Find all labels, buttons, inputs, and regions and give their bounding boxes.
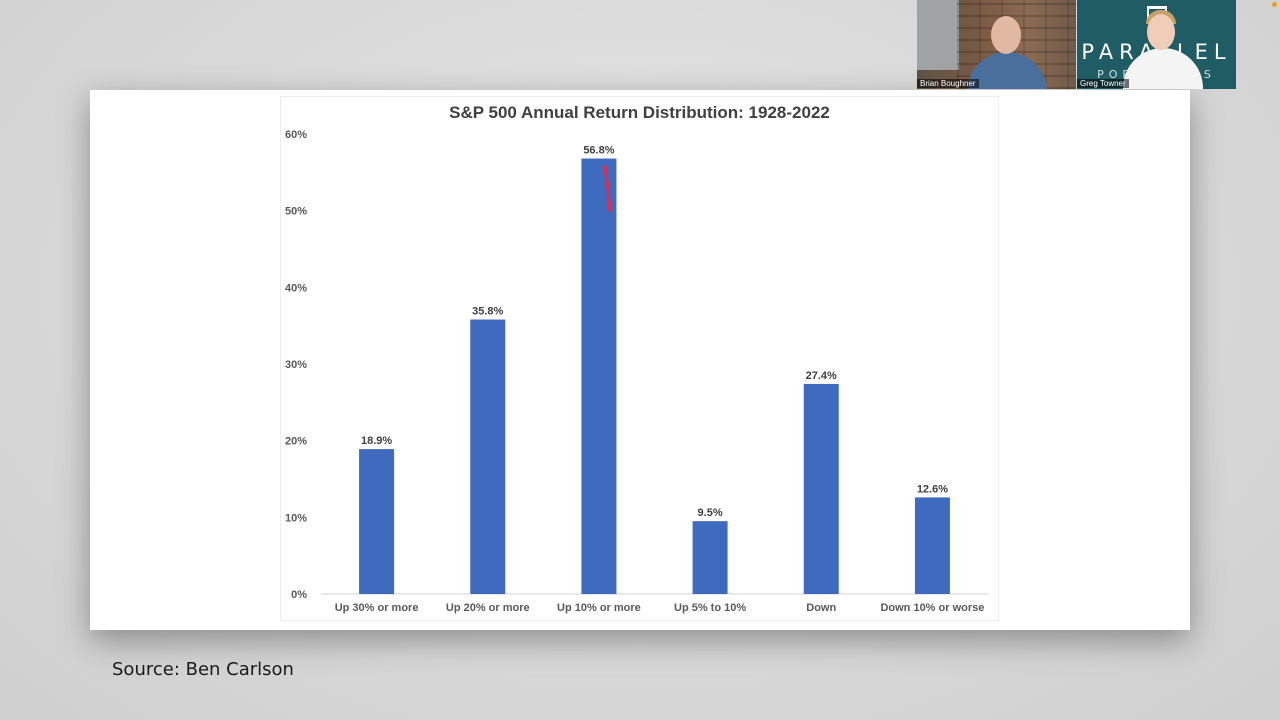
x-tick-label: Up 10% or more <box>557 602 641 614</box>
y-tick-label: 50% <box>285 206 307 218</box>
video-tile-brian[interactable]: Brian Boughner <box>917 0 1076 89</box>
pen-annotation <box>603 165 612 213</box>
x-tick-label: Up 20% or more <box>446 602 530 614</box>
video-tile-greg[interactable]: PARALLEL PORTFOLIOS Greg Towner <box>1077 0 1236 89</box>
x-tick-label: Down 10% or worse <box>880 602 984 614</box>
y-tick-label: 10% <box>285 512 307 524</box>
status-dot-icon <box>1272 2 1277 7</box>
y-tick-label: 40% <box>285 282 307 294</box>
background-window <box>917 0 959 70</box>
data-label: 56.8% <box>583 145 614 157</box>
participant-name-tag: Greg Towner <box>1077 79 1129 88</box>
bar <box>581 158 617 594</box>
video-strip: Brian Boughner PARALLEL PORTFOLIOS Greg … <box>917 0 1237 89</box>
source-caption: Source: Ben Carlson <box>112 659 294 680</box>
data-label: 18.9% <box>361 435 392 447</box>
participant-name-tag: Brian Boughner <box>917 79 979 88</box>
bar <box>359 449 395 594</box>
bar <box>470 319 506 594</box>
data-label: 9.5% <box>698 507 723 519</box>
x-tick-label: Down <box>806 602 836 614</box>
y-tick-label: 60% <box>285 129 307 141</box>
bar <box>692 521 728 594</box>
x-tick-label: Up 5% to 10% <box>674 602 746 614</box>
participant-head <box>1147 14 1175 50</box>
participant-head <box>991 16 1021 54</box>
y-tick-label: 30% <box>285 359 307 371</box>
bar <box>803 383 839 594</box>
data-label: 35.8% <box>472 306 503 318</box>
slide: S&P 500 Annual Return Distribution: 1928… <box>90 90 1190 630</box>
y-tick-label: 0% <box>291 589 307 601</box>
data-label: 12.6% <box>917 483 948 495</box>
data-label: 27.4% <box>806 370 837 382</box>
bar-chart: 0% 10% 20% 30% 40% 50% 60% 18.9% Up 30% or more 3… <box>285 129 988 614</box>
chart-title: S&P 500 Annual Return Distribution: 1928… <box>449 103 830 122</box>
chart-panel: S&P 500 Annual Return Distribution: 1928… <box>280 96 999 621</box>
x-tick-label: Up 30% or more <box>335 602 419 614</box>
bar <box>914 497 950 594</box>
y-tick-label: 20% <box>285 436 307 448</box>
